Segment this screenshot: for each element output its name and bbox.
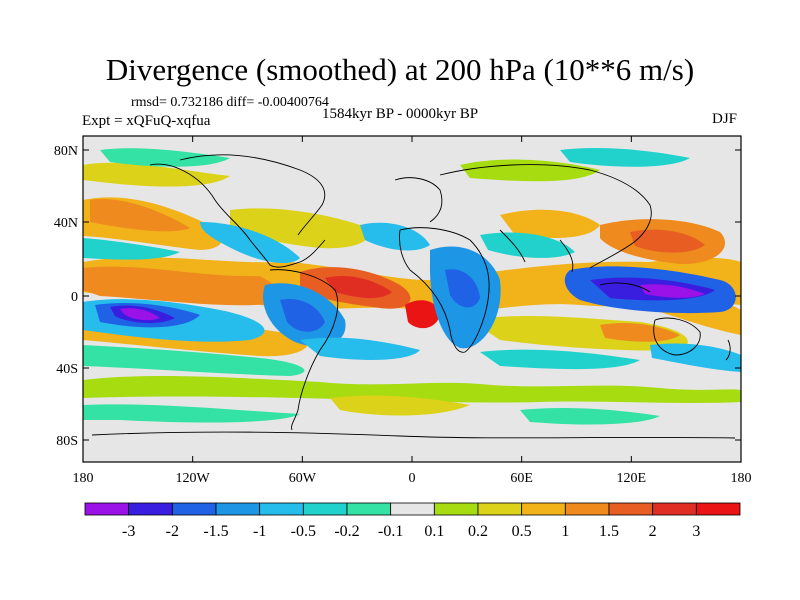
colorbar-label: -1.5 bbox=[203, 523, 228, 540]
period-label: 1584kyr BP - 0000kyr BP bbox=[322, 106, 479, 122]
colorbar-swatch bbox=[302, 502, 348, 516]
lon-tick-label: 180 bbox=[73, 471, 94, 486]
colorbar-label: -1 bbox=[253, 523, 266, 540]
lon-tick-label: 60W bbox=[289, 471, 317, 486]
colorbar-swatch bbox=[695, 502, 741, 516]
colorbar: -3 -2 -1.5 -1 -0.5 -0.2 -0.1 0.1 0.2 0.5 1 1.5 2 3 bbox=[84, 502, 741, 540]
colorbar-label: -0.1 bbox=[378, 523, 403, 540]
chart-title: Divergence (smoothed) at 200 hPa (10**6 … bbox=[105, 52, 695, 87]
colorbar-swatch bbox=[390, 502, 435, 516]
colorbar-label: 0.5 bbox=[512, 523, 532, 540]
map-panel bbox=[83, 136, 741, 462]
colorbar-label: 2 bbox=[649, 523, 657, 540]
colorbar-swatch bbox=[564, 502, 610, 516]
divergence-field bbox=[83, 147, 741, 425]
experiment-label: Expt = xQFuQ-xqfua bbox=[82, 113, 211, 129]
colorbar-swatch bbox=[521, 502, 566, 516]
longitude-axis: 180 120W 60W 0 60E 120E 180 bbox=[73, 136, 752, 486]
latitude-axis: 80N 40N 0 40S 80S bbox=[54, 144, 741, 449]
lat-tick-label: 0 bbox=[71, 290, 78, 305]
colorbar-label: -2 bbox=[166, 523, 179, 540]
colorbar-label: 0.2 bbox=[468, 523, 488, 540]
colorbar-swatch bbox=[128, 502, 173, 516]
lon-tick-label: 120E bbox=[617, 471, 647, 486]
colorbar-label: 0.1 bbox=[424, 523, 444, 540]
colorbar-label: 3 bbox=[692, 523, 700, 540]
colorbar-label: -0.2 bbox=[334, 523, 359, 540]
colorbar-label: -3 bbox=[122, 523, 135, 540]
colorbar-swatch bbox=[259, 502, 304, 516]
season-label: DJF bbox=[712, 111, 738, 127]
colorbar-label: 1.5 bbox=[599, 523, 619, 540]
lat-tick-label: 40N bbox=[54, 216, 78, 231]
colorbar-swatch bbox=[84, 502, 130, 516]
colorbar-label: -0.5 bbox=[291, 523, 316, 540]
colorbar-label: 1 bbox=[561, 523, 569, 540]
colorbar-swatch bbox=[346, 502, 392, 516]
colorbar-swatch bbox=[652, 502, 697, 516]
lon-tick-label: 60E bbox=[510, 471, 533, 486]
lat-tick-label: 80S bbox=[56, 434, 78, 449]
colorbar-swatch bbox=[171, 502, 217, 516]
lon-tick-label: 180 bbox=[731, 471, 752, 486]
lat-tick-label: 80N bbox=[54, 144, 78, 159]
colorbar-swatch bbox=[215, 502, 261, 516]
colorbar-swatch bbox=[433, 502, 479, 516]
coastlines bbox=[91, 154, 736, 439]
colorbar-swatch bbox=[477, 502, 523, 516]
colorbar-swatch bbox=[608, 502, 654, 516]
lon-tick-label: 0 bbox=[409, 471, 416, 486]
lat-tick-label: 40S bbox=[56, 362, 78, 377]
rmsd-stats: rmsd= 0.732186 diff= -0.00400764 bbox=[131, 95, 329, 110]
lon-tick-label: 120W bbox=[176, 471, 211, 486]
